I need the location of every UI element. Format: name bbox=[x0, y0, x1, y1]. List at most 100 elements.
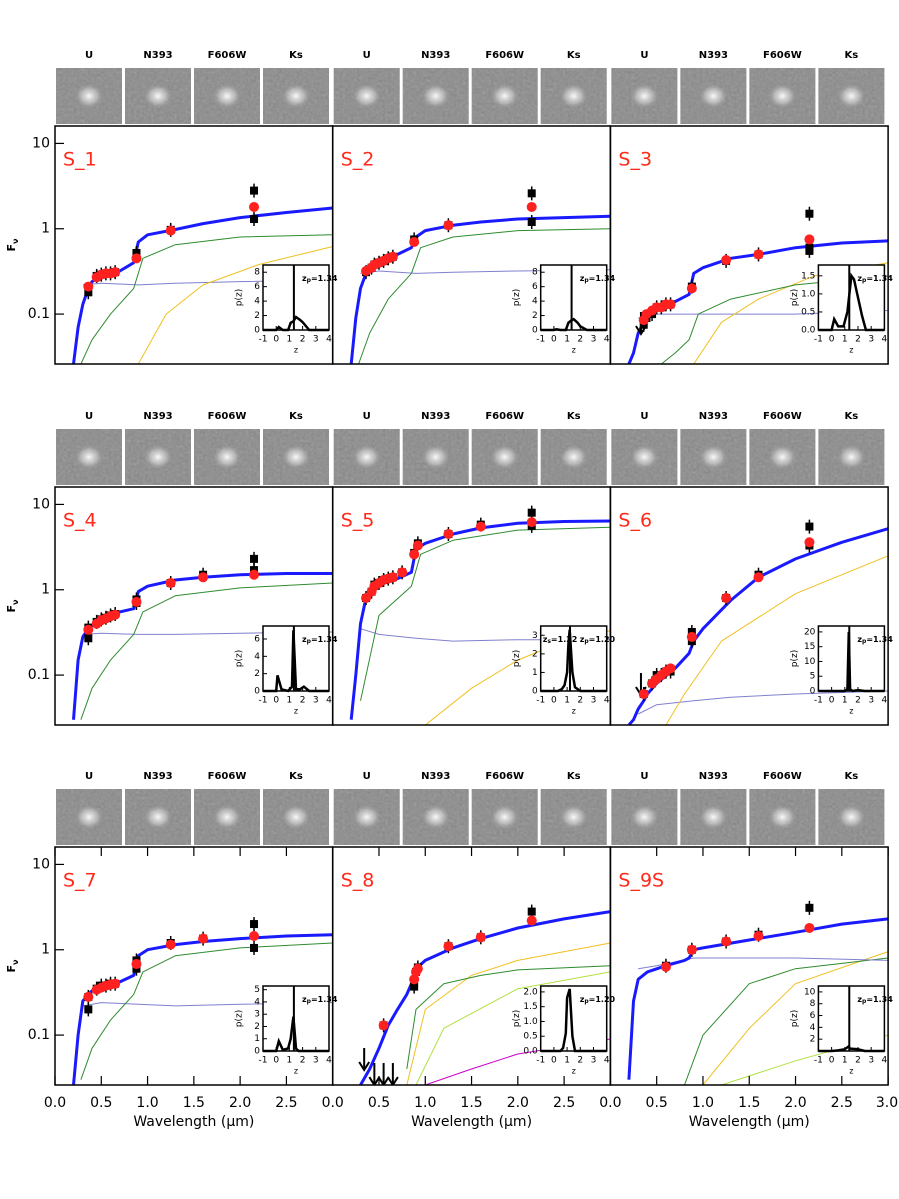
redshift-label-main: z bbox=[857, 274, 862, 283]
photometry-point bbox=[805, 522, 814, 531]
model-flux bbox=[804, 234, 815, 245]
inset-x-tick-label: 1 bbox=[287, 1056, 293, 1066]
pz-curve bbox=[263, 1016, 329, 1053]
x-tick-label: 2.0 bbox=[229, 1095, 251, 1111]
inset-y-tick-label: 0 bbox=[532, 687, 538, 697]
inset-background bbox=[817, 625, 886, 692]
sed-component bbox=[406, 965, 611, 1070]
thumbnail-source bbox=[836, 83, 867, 109]
inset-y-label: p(z) bbox=[235, 650, 245, 667]
band-label: U bbox=[85, 411, 93, 422]
inset-y-tick-label: 4 bbox=[532, 297, 538, 307]
inset-x-tick-label: 2 bbox=[300, 335, 306, 345]
model-flux bbox=[83, 281, 94, 292]
model-flux bbox=[110, 267, 121, 278]
redshift-label-sub: p bbox=[307, 998, 312, 1005]
inset-x-tick-label: 2 bbox=[300, 696, 306, 706]
inset-y-tick-label: 10 bbox=[804, 987, 816, 997]
redshift-label: zp=1.34 bbox=[302, 274, 338, 284]
inset-y-label: p(z) bbox=[235, 289, 245, 306]
pz-curve bbox=[540, 629, 607, 693]
y-tick-label: 0.1 bbox=[28, 306, 50, 322]
band-label: U bbox=[363, 771, 371, 782]
y-label-sub: ν bbox=[11, 238, 20, 244]
model-flux bbox=[804, 922, 815, 933]
photometry-point bbox=[527, 907, 536, 916]
redshift-label-rest: =1.34 bbox=[311, 635, 338, 644]
inset-y-label: p(z) bbox=[790, 650, 800, 667]
y-label-sub: ν bbox=[11, 599, 20, 605]
photometry-point bbox=[250, 186, 259, 195]
pz-curve bbox=[263, 630, 329, 693]
inset-y-tick-label: 8 bbox=[254, 268, 260, 278]
band-label: N393 bbox=[699, 771, 728, 782]
inset-y-tick-label: 4 bbox=[254, 997, 260, 1007]
thumbnail-source bbox=[143, 444, 173, 470]
x-tick-label: 2.0 bbox=[507, 1095, 529, 1111]
redshift-label-rest: =1.34 bbox=[311, 274, 338, 283]
band-label: U bbox=[85, 50, 93, 61]
sed-component bbox=[684, 957, 889, 1085]
band-label: N393 bbox=[699, 50, 728, 61]
redshift-label-sub: p bbox=[307, 638, 312, 645]
panel-title: S_5 bbox=[341, 510, 375, 532]
inset-y-label: p(z) bbox=[512, 1010, 522, 1027]
inset-x-tick-label: 1 bbox=[842, 696, 848, 706]
inset-y-tick-label: 2 bbox=[532, 649, 538, 659]
redshift-label-rest: =1.34 bbox=[866, 274, 893, 283]
band-label: Ks bbox=[289, 771, 303, 782]
model-flux bbox=[198, 933, 209, 944]
inset-x-tick-label: 0 bbox=[829, 1056, 835, 1066]
inset-x-tick-label: 0 bbox=[551, 335, 557, 345]
inset-x-tick-label: -1 bbox=[259, 335, 268, 345]
inset-y-label: p(z) bbox=[235, 1010, 245, 1027]
inset-x-tick-label: 0 bbox=[273, 696, 279, 706]
inset-x-tick-label: 1 bbox=[842, 335, 848, 345]
model-flux bbox=[475, 932, 486, 943]
inset-x-label: z bbox=[294, 707, 298, 716]
model-flux bbox=[249, 930, 260, 941]
inset-x-tick-label: 3 bbox=[591, 1056, 597, 1066]
sed-component bbox=[415, 971, 611, 1085]
inset-y-tick-label: 20 bbox=[804, 627, 816, 637]
model-flux bbox=[131, 596, 142, 607]
y-tick-label: 10 bbox=[32, 856, 50, 872]
y-label-main: F bbox=[5, 244, 18, 252]
band-label: F606W bbox=[763, 50, 802, 61]
inset-x-label: z bbox=[294, 1067, 298, 1076]
redshift-label-sub: p bbox=[862, 638, 867, 645]
sed-component bbox=[82, 279, 333, 286]
inset-y-tick-label: 0 bbox=[254, 326, 260, 336]
band-label: Ks bbox=[289, 411, 303, 422]
inset-x-tick-label: 3 bbox=[868, 696, 874, 706]
sed-component bbox=[637, 690, 889, 715]
y-tick-label: 0.1 bbox=[28, 667, 50, 683]
inset-x-tick-label: 2 bbox=[855, 1056, 861, 1066]
thumbnail-source bbox=[281, 444, 311, 470]
inset-y-tick-label: 0.0 bbox=[523, 1047, 538, 1057]
sed-component bbox=[137, 246, 333, 364]
inset-y-tick-label: 0 bbox=[810, 687, 816, 697]
thumbnail-source bbox=[698, 444, 729, 470]
redshift-label: zp=1.20 bbox=[580, 995, 616, 1005]
thumbnail-source bbox=[767, 804, 798, 830]
upper-limit bbox=[358, 1048, 371, 1072]
plot-area bbox=[72, 183, 333, 364]
inset-x-tick-label: -1 bbox=[536, 696, 545, 706]
model-flux bbox=[412, 540, 423, 551]
inset-x-tick-label: 3 bbox=[313, 1056, 319, 1066]
best-fit-sed bbox=[627, 527, 889, 725]
inset-x-tick-label: 2 bbox=[855, 335, 861, 345]
inset-x-tick-label: 2 bbox=[577, 696, 583, 706]
plot-area bbox=[72, 917, 333, 1085]
sed-component bbox=[82, 631, 333, 635]
sed-component bbox=[406, 942, 611, 1085]
y-tick-label: 0.1 bbox=[28, 1027, 50, 1043]
upper-limit bbox=[387, 1063, 399, 1085]
model-flux bbox=[443, 220, 454, 231]
inset-x-tick-label: 1 bbox=[287, 696, 293, 706]
model-flux bbox=[686, 944, 697, 955]
inset-y-tick-label: 1.5 bbox=[523, 1002, 537, 1012]
photometry-point bbox=[805, 246, 814, 255]
